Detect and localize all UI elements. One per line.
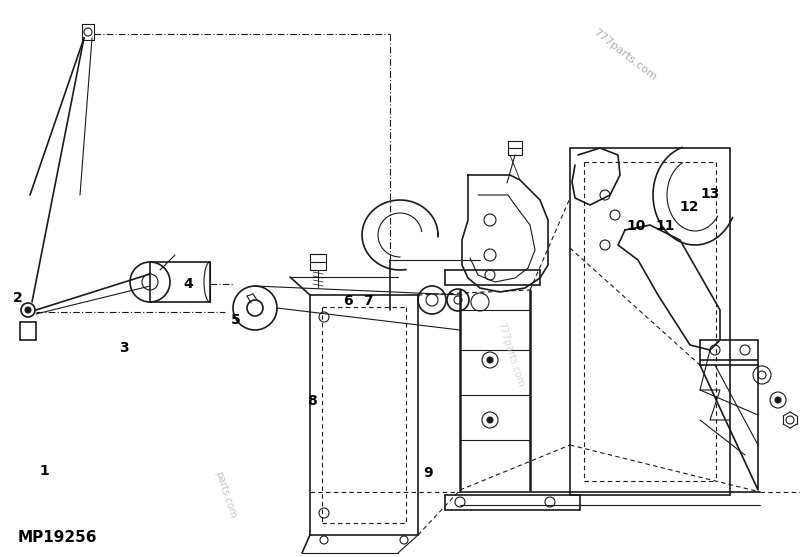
Text: parts.com: parts.com bbox=[213, 470, 238, 520]
Circle shape bbox=[25, 307, 31, 313]
Text: 8: 8 bbox=[307, 394, 317, 408]
Text: 777parts.com: 777parts.com bbox=[591, 27, 658, 83]
Text: 10: 10 bbox=[626, 218, 646, 233]
Text: 9: 9 bbox=[423, 466, 433, 481]
Text: 11: 11 bbox=[656, 218, 675, 233]
Text: 12: 12 bbox=[680, 200, 699, 214]
Text: MP19256: MP19256 bbox=[18, 530, 98, 545]
FancyBboxPatch shape bbox=[150, 262, 210, 302]
Text: 2: 2 bbox=[13, 291, 22, 305]
Text: 3: 3 bbox=[119, 341, 129, 355]
Circle shape bbox=[487, 417, 493, 423]
Circle shape bbox=[775, 397, 781, 403]
Text: 4: 4 bbox=[183, 277, 193, 291]
Circle shape bbox=[487, 357, 493, 363]
Text: 13: 13 bbox=[701, 187, 720, 201]
Text: 1: 1 bbox=[39, 463, 49, 478]
Text: 777parts.com: 777parts.com bbox=[494, 321, 526, 389]
Text: 5: 5 bbox=[231, 313, 241, 328]
Text: 6: 6 bbox=[343, 294, 353, 308]
Text: 7: 7 bbox=[363, 294, 373, 308]
